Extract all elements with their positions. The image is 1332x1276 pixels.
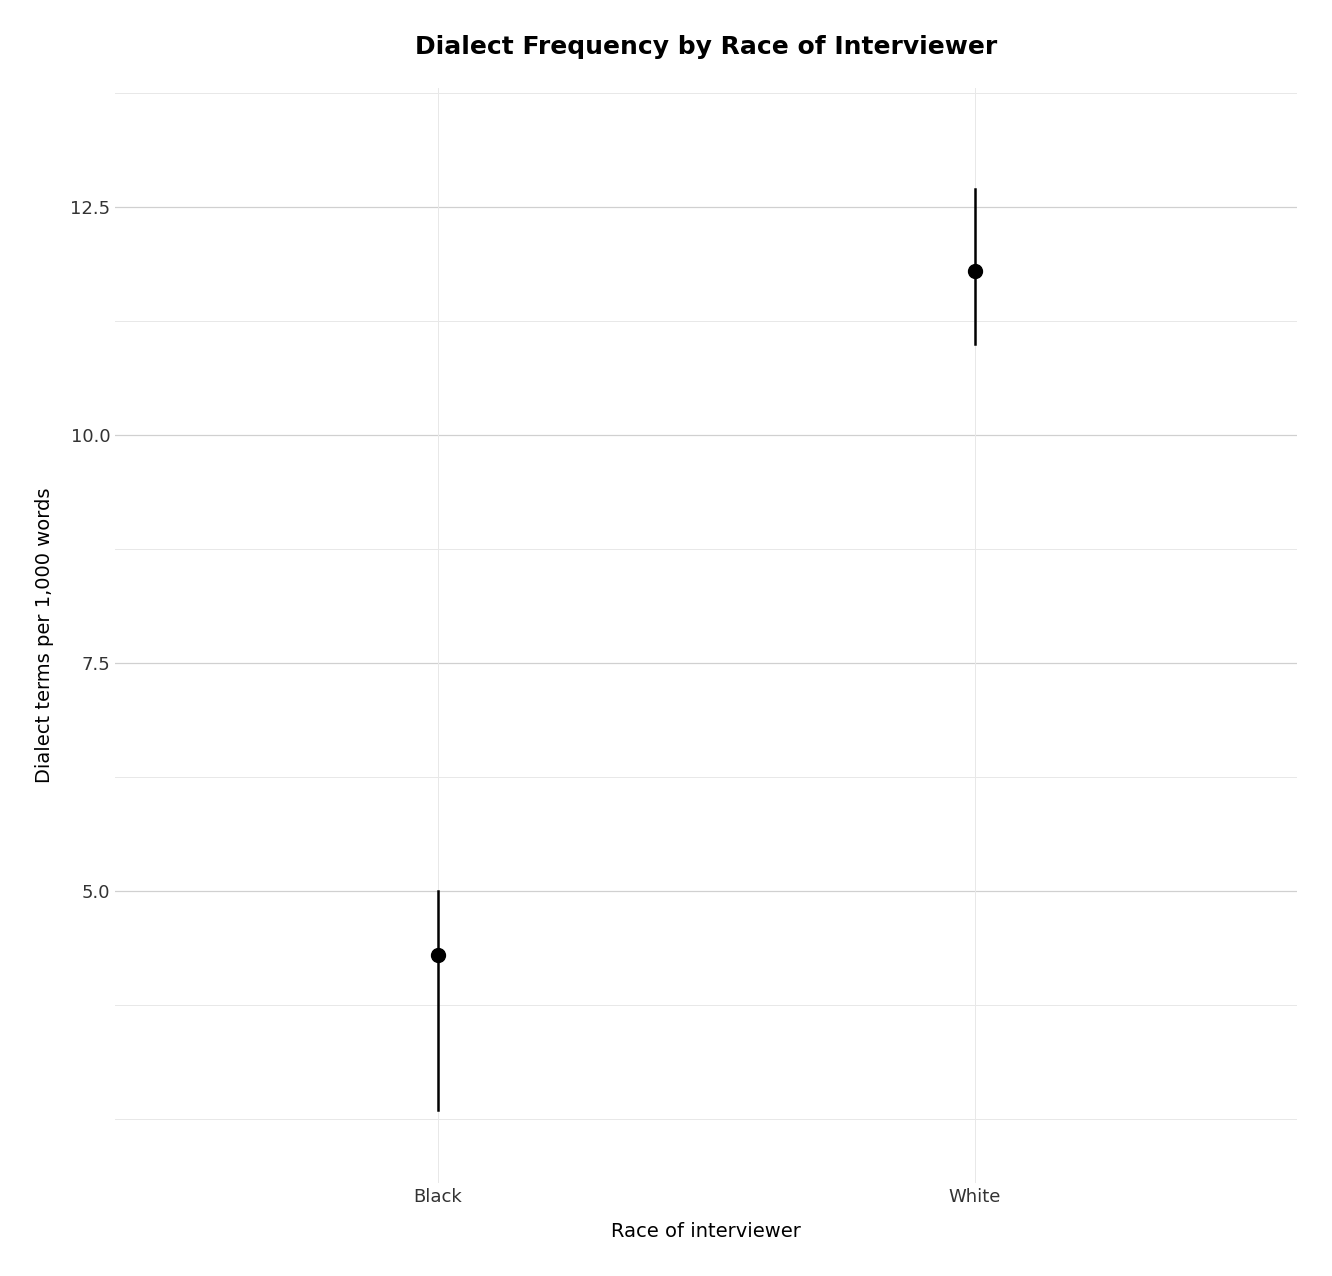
Point [964,260,986,281]
X-axis label: Race of interviewer: Race of interviewer [611,1222,802,1242]
Y-axis label: Dialect terms per 1,000 words: Dialect terms per 1,000 words [35,487,53,783]
Point [428,944,449,965]
Title: Dialect Frequency by Race of Interviewer: Dialect Frequency by Race of Interviewer [416,34,998,59]
